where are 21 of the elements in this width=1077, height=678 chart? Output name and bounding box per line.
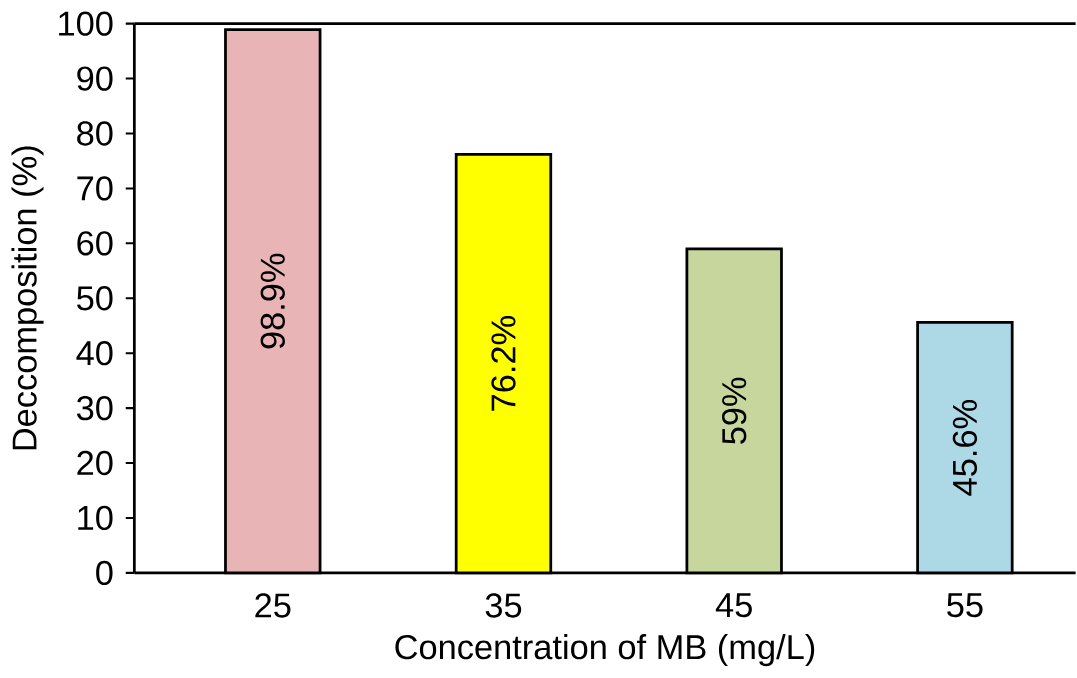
x-axis-title: Concentration of MB (mg/L)	[395, 634, 815, 667]
y-tick-label: 80	[77, 121, 113, 146]
y-tick-label: 70	[77, 176, 113, 201]
data-label: 76.2%	[491, 316, 516, 411]
y-tick-label: 90	[77, 66, 113, 91]
y-tick-label: 100	[59, 11, 113, 37]
x-tick-label: 35	[485, 593, 522, 618]
data-label: 98.9%	[260, 253, 285, 349]
y-tick-label: 10	[78, 505, 113, 531]
y-tick-label: 40	[76, 341, 113, 366]
y-tick-label: 0	[96, 560, 113, 586]
x-tick-label: 55	[947, 593, 983, 618]
x-tick-label: 45	[715, 593, 752, 618]
y-tick-label: 50	[77, 286, 113, 311]
y-tick-label: 30	[76, 396, 113, 421]
data-label: 45.6%	[952, 400, 978, 496]
y-tick-label: 60	[77, 231, 113, 256]
y-tick-label: 20	[77, 451, 113, 476]
y-axis-title: Deccomposition (%)	[11, 146, 44, 450]
x-tick-label: 25	[255, 593, 291, 618]
data-label: 59%	[722, 377, 747, 445]
